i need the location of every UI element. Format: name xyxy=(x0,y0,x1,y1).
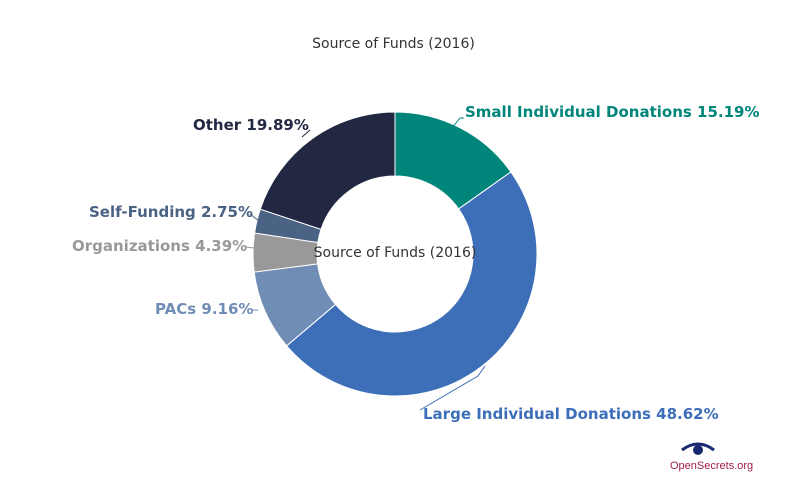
opensecrets-logo: OpenSecrets.org xyxy=(670,440,753,472)
label-large-individual: Large Individual Donations 48.62% xyxy=(423,405,719,423)
connector-line-3 xyxy=(245,246,255,249)
slice-large-individual-donations[interactable] xyxy=(285,171,538,397)
label-pacs: PACs 9.16% xyxy=(155,300,254,318)
label-organizations: Organizations 4.39% xyxy=(72,237,248,255)
label-other: Other 19.89% xyxy=(193,116,309,134)
connector-line-5 xyxy=(301,129,311,138)
connector-line-1 xyxy=(419,365,486,411)
connector-line-0 xyxy=(451,117,464,129)
connector-line-4 xyxy=(249,213,260,222)
eye-icon xyxy=(681,442,715,455)
logo-text: OpenSecrets.org xyxy=(670,460,754,472)
label-self-funding: Self-Funding 2.75% xyxy=(89,203,254,221)
chart-title: Source of Funds (2016) xyxy=(312,36,475,52)
label-small-individual: Small Individual Donations 15.19% xyxy=(465,103,760,121)
slice-other[interactable] xyxy=(259,111,396,231)
center-label: Source of Funds (2016) xyxy=(313,245,477,261)
